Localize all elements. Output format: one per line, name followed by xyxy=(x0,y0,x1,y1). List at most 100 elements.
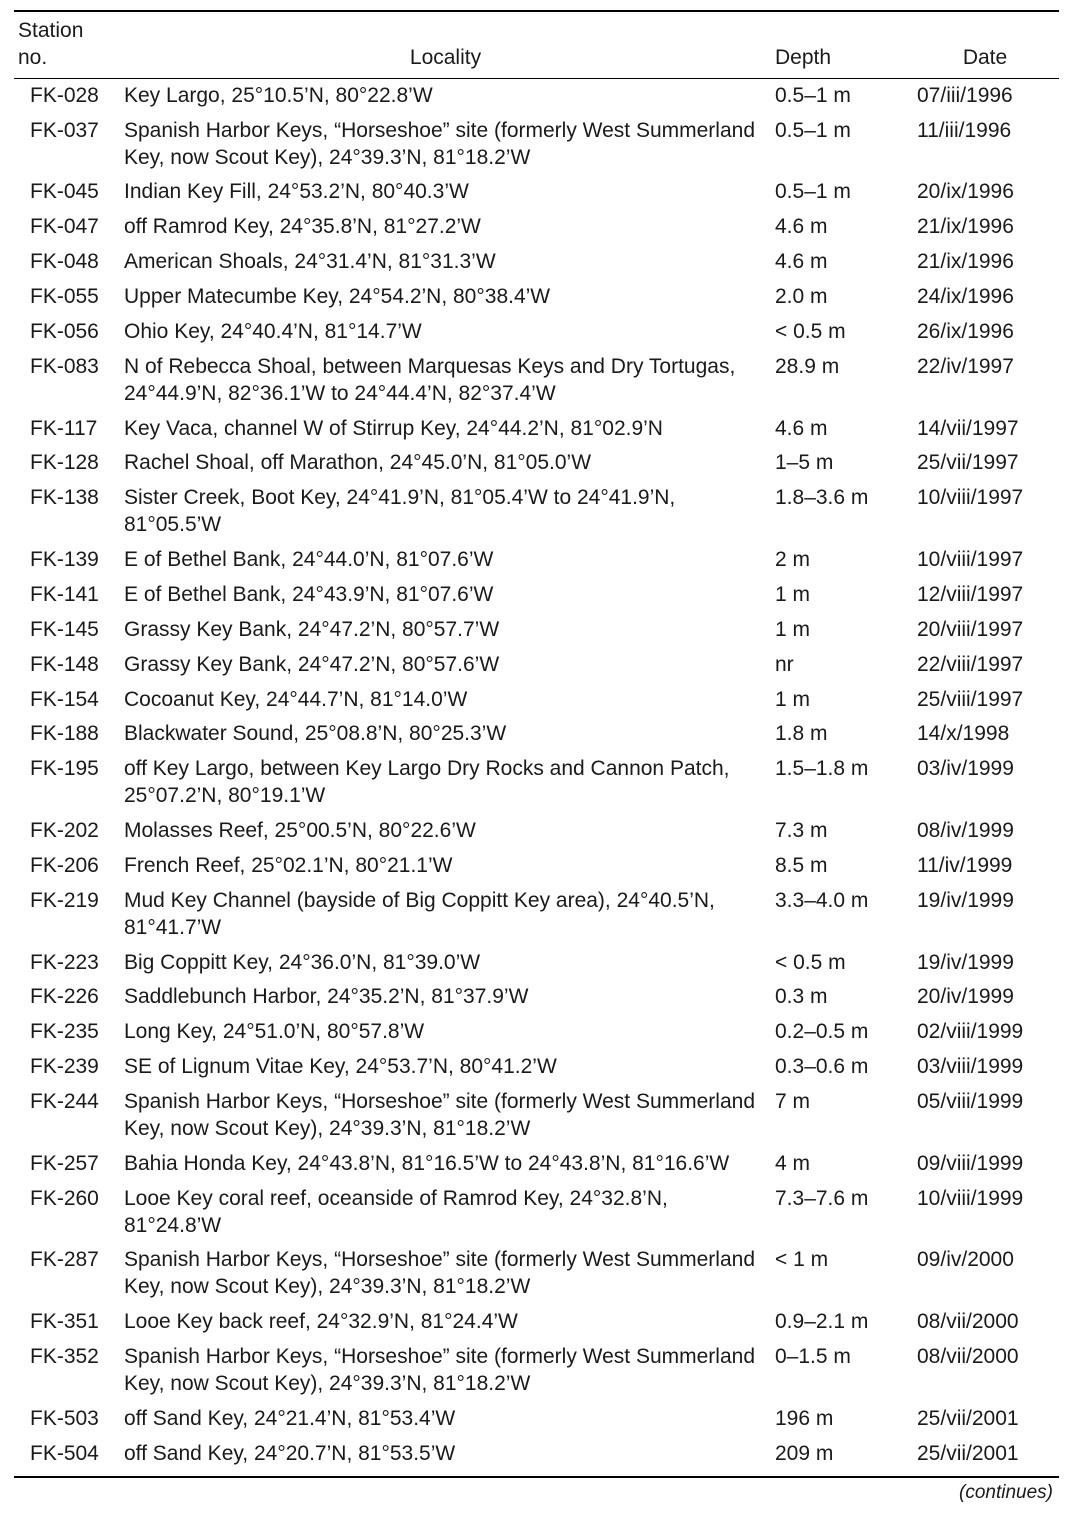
table-row: FK-260Looe Key coral reef, oceanside of … xyxy=(14,1182,1059,1244)
cell-depth: 28.9 m xyxy=(771,350,911,412)
table-row: FK-202Molasses Reef, 25°00.5’N, 80°22.6’… xyxy=(14,814,1059,849)
table-row: FK-138Sister Creek, Boot Key, 24°41.9’N,… xyxy=(14,481,1059,543)
cell-depth: 1 m xyxy=(771,683,911,718)
cell-depth: 7.3–7.6 m xyxy=(771,1182,911,1244)
cell-depth: 1 m xyxy=(771,578,911,613)
cell-date: 10/viii/1997 xyxy=(911,543,1059,578)
cell-date: 14/x/1998 xyxy=(911,717,1059,752)
cell-date: 02/viii/1999 xyxy=(911,1015,1059,1050)
table-row: FK-188Blackwater Sound, 25°08.8’N, 80°25… xyxy=(14,717,1059,752)
cell-date: 09/iv/2000 xyxy=(911,1243,1059,1305)
table-row: FK-287Spanish Harbor Keys, “Horseshoe” s… xyxy=(14,1243,1059,1305)
table-row: FK-128Rachel Shoal, off Marathon, 24°45.… xyxy=(14,446,1059,481)
table-row: FK-083N of Rebecca Shoal, between Marque… xyxy=(14,350,1059,412)
cell-depth: 1 m xyxy=(771,613,911,648)
cell-depth: nr xyxy=(771,648,911,683)
cell-locality: SE of Lignum Vitae Key, 24°53.7’N, 80°41… xyxy=(120,1050,771,1085)
cell-date: 09/viii/1999 xyxy=(911,1147,1059,1182)
cell-depth: 0.5–1 m xyxy=(771,175,911,210)
cell-station: FK-048 xyxy=(14,245,120,280)
cell-locality: Indian Key Fill, 24°53.2’N, 80°40.3’W xyxy=(120,175,771,210)
cell-date: 20/iv/1999 xyxy=(911,980,1059,1015)
cell-station: FK-244 xyxy=(14,1085,120,1147)
cell-station: FK-352 xyxy=(14,1340,120,1402)
cell-station: FK-128 xyxy=(14,446,120,481)
cell-date: 03/viii/1999 xyxy=(911,1050,1059,1085)
cell-locality: Key Vaca, channel W of Stirrup Key, 24°4… xyxy=(120,412,771,447)
cell-date: 10/viii/1997 xyxy=(911,481,1059,543)
table-row: FK-028Key Largo, 25°10.5’N, 80°22.8’W0.5… xyxy=(14,78,1059,113)
table-row: FK-244Spanish Harbor Keys, “Horseshoe” s… xyxy=(14,1085,1059,1147)
cell-locality: Big Coppitt Key, 24°36.0’N, 81°39.0’W xyxy=(120,946,771,981)
table-row: FK-055Upper Matecumbe Key, 24°54.2’N, 80… xyxy=(14,280,1059,315)
cell-station: FK-239 xyxy=(14,1050,120,1085)
table-row: FK-257Bahia Honda Key, 24°43.8’N, 81°16.… xyxy=(14,1147,1059,1182)
cell-station: FK-138 xyxy=(14,481,120,543)
cell-locality: Cocoanut Key, 24°44.7’N, 81°14.0’W xyxy=(120,683,771,718)
cell-station: FK-260 xyxy=(14,1182,120,1244)
cell-station: FK-028 xyxy=(14,78,120,113)
cell-locality: Saddlebunch Harbor, 24°35.2’N, 81°37.9’W xyxy=(120,980,771,1015)
table-row: FK-045Indian Key Fill, 24°53.2’N, 80°40.… xyxy=(14,175,1059,210)
cell-locality: E of Bethel Bank, 24°43.9’N, 81°07.6’W xyxy=(120,578,771,613)
table-row: FK-037Spanish Harbor Keys, “Horseshoe” s… xyxy=(14,114,1059,176)
stations-table: Station no. Locality Depth Date FK-028Ke… xyxy=(14,10,1059,1476)
cell-depth: 1.8 m xyxy=(771,717,911,752)
table-row: FK-195off Key Largo, between Key Largo D… xyxy=(14,752,1059,814)
cell-date: 12/viii/1997 xyxy=(911,578,1059,613)
cell-date: 03/iv/1999 xyxy=(911,752,1059,814)
cell-depth: 1.5–1.8 m xyxy=(771,752,911,814)
cell-depth: 0.5–1 m xyxy=(771,114,911,176)
cell-station: FK-287 xyxy=(14,1243,120,1305)
cell-depth: 4.6 m xyxy=(771,245,911,280)
cell-station: FK-083 xyxy=(14,350,120,412)
cell-locality: Spanish Harbor Keys, “Horseshoe” site (f… xyxy=(120,1085,771,1147)
cell-station: FK-503 xyxy=(14,1402,120,1437)
cell-locality: American Shoals, 24°31.4’N, 81°31.3’W xyxy=(120,245,771,280)
cell-locality: Looe Key back reef, 24°32.9’N, 81°24.4’W xyxy=(120,1305,771,1340)
cell-depth: 0.9–2.1 m xyxy=(771,1305,911,1340)
cell-station: FK-055 xyxy=(14,280,120,315)
cell-station: FK-117 xyxy=(14,412,120,447)
cell-station: FK-188 xyxy=(14,717,120,752)
cell-depth: 0.2–0.5 m xyxy=(771,1015,911,1050)
cell-depth: 7 m xyxy=(771,1085,911,1147)
cell-date: 14/vii/1997 xyxy=(911,412,1059,447)
cell-locality: Spanish Harbor Keys, “Horseshoe” site (f… xyxy=(120,1243,771,1305)
cell-locality: Grassy Key Bank, 24°47.2’N, 80°57.6’W xyxy=(120,648,771,683)
cell-depth: 4.6 m xyxy=(771,210,911,245)
cell-locality: Rachel Shoal, off Marathon, 24°45.0’N, 8… xyxy=(120,446,771,481)
cell-locality: Long Key, 24°51.0’N, 80°57.8’W xyxy=(120,1015,771,1050)
table-row: FK-351Looe Key back reef, 24°32.9’N, 81°… xyxy=(14,1305,1059,1340)
cell-locality: Looe Key coral reef, oceanside of Ramrod… xyxy=(120,1182,771,1244)
table-row: FK-047off Ramrod Key, 24°35.8’N, 81°27.2… xyxy=(14,210,1059,245)
cell-station: FK-235 xyxy=(14,1015,120,1050)
table-header-row: Station no. Locality Depth Date xyxy=(14,11,1059,78)
cell-locality: off Ramrod Key, 24°35.8’N, 81°27.2’W xyxy=(120,210,771,245)
table-row: FK-223Big Coppitt Key, 24°36.0’N, 81°39.… xyxy=(14,946,1059,981)
cell-date: 05/viii/1999 xyxy=(911,1085,1059,1147)
cell-locality: Ohio Key, 24°40.4’N, 81°14.7’W xyxy=(120,315,771,350)
col-header-depth: Depth xyxy=(771,11,911,78)
table-row: FK-504off Sand Key, 24°20.7’N, 81°53.5’W… xyxy=(14,1437,1059,1476)
cell-depth: 7.3 m xyxy=(771,814,911,849)
cell-locality: Bahia Honda Key, 24°43.8’N, 81°16.5’W to… xyxy=(120,1147,771,1182)
cell-depth: 1–5 m xyxy=(771,446,911,481)
cell-station: FK-257 xyxy=(14,1147,120,1182)
table-row: FK-056Ohio Key, 24°40.4’N, 81°14.7’W< 0.… xyxy=(14,315,1059,350)
cell-station: FK-226 xyxy=(14,980,120,1015)
cell-depth: 0.3 m xyxy=(771,980,911,1015)
cell-date: 21/ix/1996 xyxy=(911,245,1059,280)
cell-station: FK-139 xyxy=(14,543,120,578)
cell-locality: N of Rebecca Shoal, between Marquesas Ke… xyxy=(120,350,771,412)
cell-locality: E of Bethel Bank, 24°44.0’N, 81°07.6’W xyxy=(120,543,771,578)
cell-date: 21/ix/1996 xyxy=(911,210,1059,245)
cell-locality: Blackwater Sound, 25°08.8’N, 80°25.3’W xyxy=(120,717,771,752)
cell-date: 25/vii/2001 xyxy=(911,1437,1059,1476)
cell-depth: 0.3–0.6 m xyxy=(771,1050,911,1085)
cell-station: FK-145 xyxy=(14,613,120,648)
cell-date: 25/vii/2001 xyxy=(911,1402,1059,1437)
cell-depth: 2.0 m xyxy=(771,280,911,315)
table-row: FK-117Key Vaca, channel W of Stirrup Key… xyxy=(14,412,1059,447)
cell-date: 22/viii/1997 xyxy=(911,648,1059,683)
